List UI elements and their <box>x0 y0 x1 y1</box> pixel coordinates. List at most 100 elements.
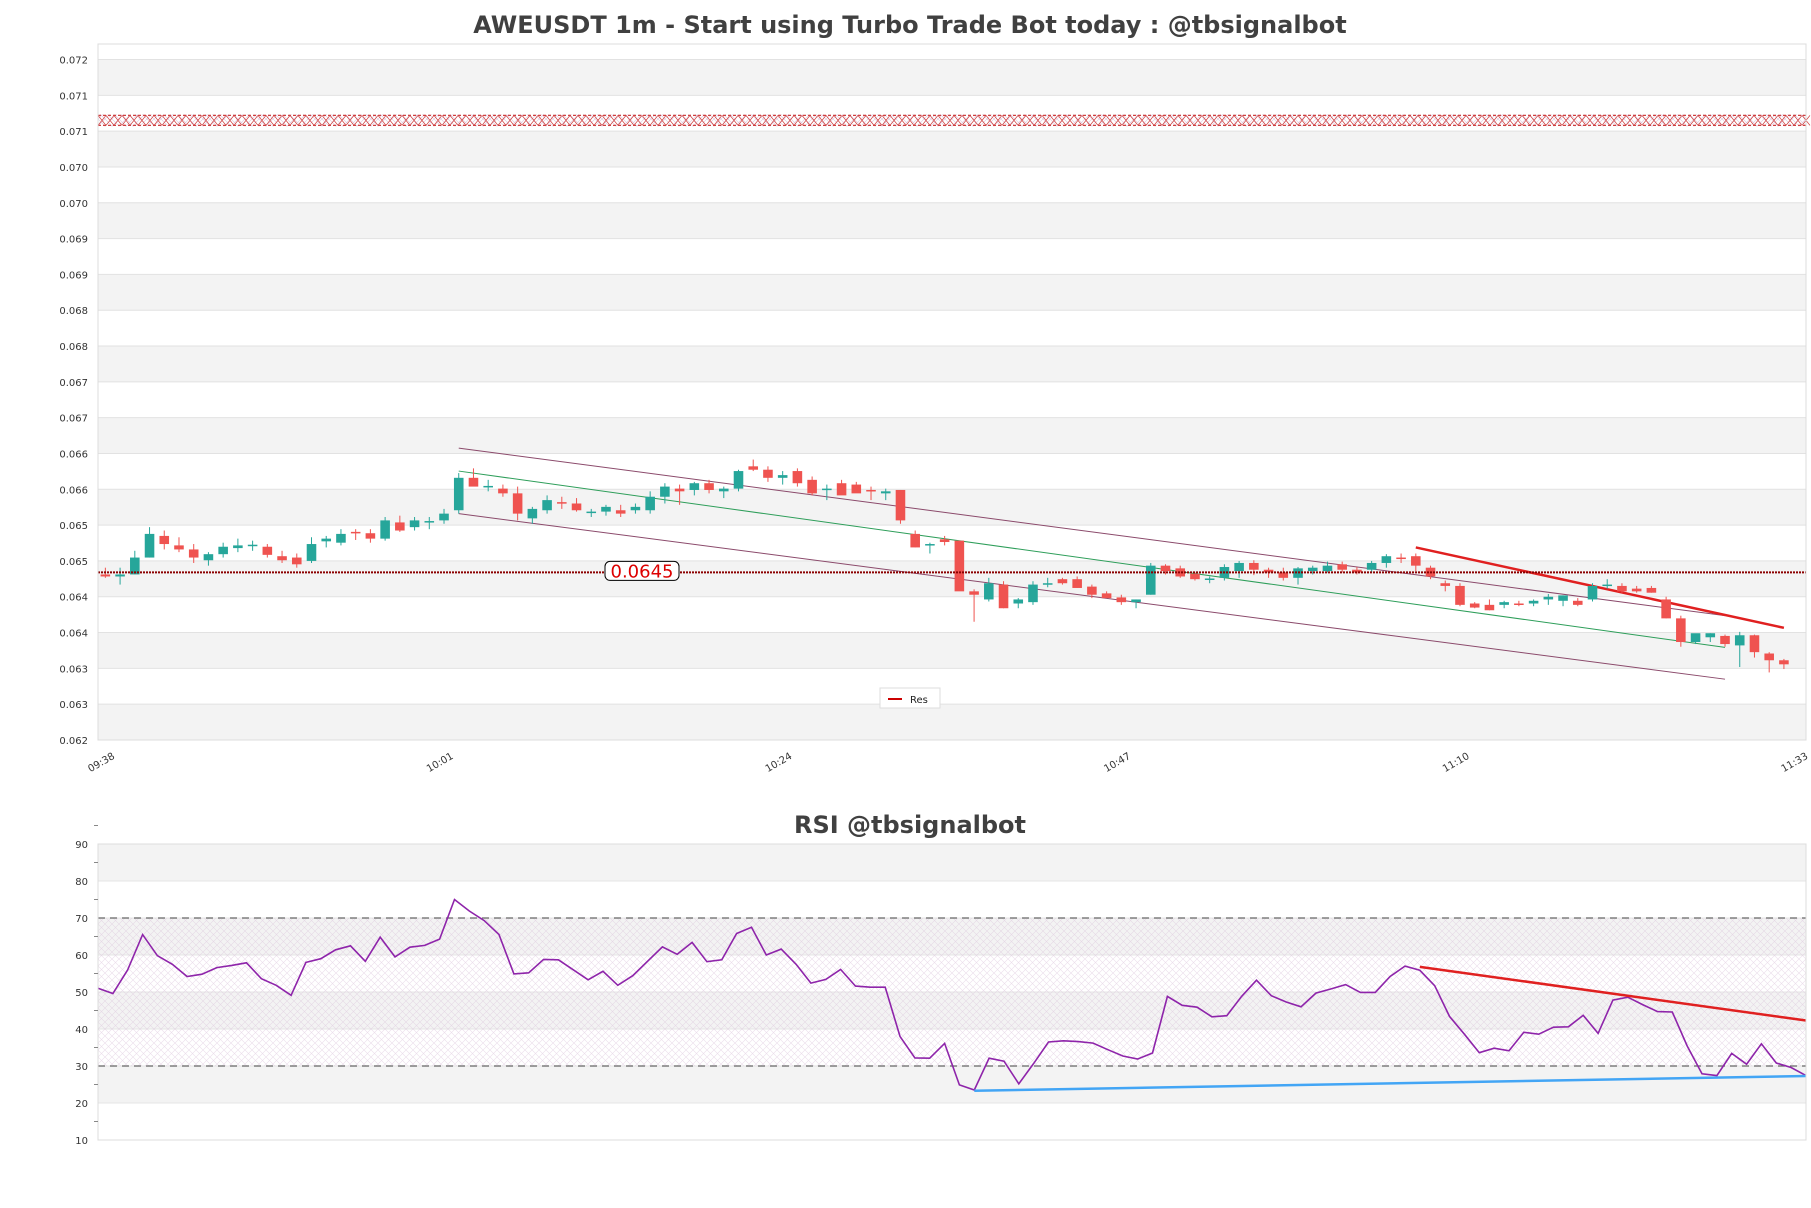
candle-body <box>1190 573 1200 580</box>
candle <box>247 540 258 551</box>
grid-band <box>98 59 1806 96</box>
candle <box>645 491 655 514</box>
candle-body <box>1249 562 1259 570</box>
candle-body <box>1749 635 1760 653</box>
rsi-support-trendline <box>974 1074 1807 1093</box>
candle-body <box>939 539 950 543</box>
candle-body <box>1160 565 1171 572</box>
candle <box>512 486 523 521</box>
candle <box>836 479 847 496</box>
candle-body <box>483 485 493 488</box>
candle <box>321 535 332 548</box>
candle <box>763 466 773 482</box>
x-tick-label: 11:10 <box>1441 751 1471 775</box>
legend-label-res: Res <box>910 695 928 706</box>
candle-body <box>247 544 258 547</box>
candle-body <box>1558 595 1568 601</box>
candle-body <box>601 506 611 512</box>
rsi-y-tick-label: 90 <box>75 840 88 851</box>
candle <box>777 471 788 485</box>
candle-body <box>718 488 729 492</box>
candle-body <box>1617 585 1627 592</box>
candle-body <box>262 546 273 555</box>
candle <box>660 483 670 504</box>
candle <box>130 550 140 575</box>
candle <box>1337 561 1347 573</box>
candle-body <box>1042 583 1053 585</box>
candle-body <box>115 574 125 577</box>
candle <box>1057 577 1068 585</box>
candle <box>704 479 714 494</box>
rsi-y-tick-label: 50 <box>75 988 88 999</box>
candle <box>748 459 759 472</box>
candle-body <box>1072 579 1082 588</box>
candle-body <box>233 545 243 549</box>
candle-body <box>704 483 714 490</box>
candle <box>1204 576 1215 584</box>
candle <box>586 508 597 518</box>
candle <box>1617 583 1627 593</box>
candle <box>1028 581 1038 605</box>
candle-body <box>188 549 199 558</box>
candle <box>159 530 170 550</box>
candle-body <box>174 545 184 550</box>
rsi-frame <box>97 843 1807 1141</box>
candle <box>866 486 876 501</box>
candle-body <box>1779 660 1789 665</box>
x-tick-label: 10:47 <box>1102 751 1132 775</box>
candle-body <box>365 533 376 539</box>
candle-body <box>822 488 832 491</box>
candle <box>1661 596 1671 619</box>
grid-band <box>98 346 1806 382</box>
candle-body <box>777 475 788 478</box>
candle <box>1101 591 1112 599</box>
grid-band <box>98 417 1806 454</box>
candle <box>188 544 199 563</box>
candle-body <box>527 508 538 519</box>
candle <box>468 468 479 487</box>
candle-body <box>792 471 803 484</box>
candle <box>1528 599 1539 607</box>
candle-body <box>1204 578 1215 581</box>
candle-body <box>468 477 479 487</box>
candle <box>571 498 582 512</box>
candle-body <box>1131 599 1141 603</box>
candle-body <box>395 522 405 531</box>
candle-body <box>925 544 935 546</box>
candle-body <box>409 520 420 528</box>
candle-body <box>1690 633 1701 643</box>
candle <box>880 488 891 501</box>
candle <box>954 540 965 592</box>
candle-body <box>615 510 626 514</box>
candle-body <box>542 500 552 511</box>
candle-body <box>1411 556 1421 566</box>
rsi-line <box>97 898 1807 1091</box>
candle-body <box>1381 556 1392 563</box>
candle <box>1484 599 1495 611</box>
candle <box>483 479 493 492</box>
candle-body <box>1337 564 1347 570</box>
candle-body <box>851 484 862 494</box>
grid-band <box>98 489 1806 526</box>
candle <box>1116 594 1127 605</box>
candle-body <box>557 502 567 504</box>
channel-upper-line <box>458 447 1726 617</box>
candle <box>336 529 346 546</box>
y-tick-label: 0.072 <box>59 56 88 67</box>
candle <box>1676 615 1686 647</box>
candle <box>1013 598 1024 609</box>
grid-band <box>98 560 1806 597</box>
candle-body <box>439 513 449 521</box>
candle-body <box>1631 588 1642 592</box>
candle <box>1072 576 1082 588</box>
rsi-y-tick-label: 10 <box>75 1136 88 1147</box>
candle-body <box>1720 635 1730 645</box>
candle-body <box>1175 568 1186 577</box>
candle <box>1411 553 1421 572</box>
candle <box>233 538 243 553</box>
rsi-trendlines <box>974 965 1807 1093</box>
candle-body <box>1101 593 1112 599</box>
candle <box>1278 567 1289 581</box>
candle <box>1543 594 1554 605</box>
candle-body <box>1646 587 1657 593</box>
